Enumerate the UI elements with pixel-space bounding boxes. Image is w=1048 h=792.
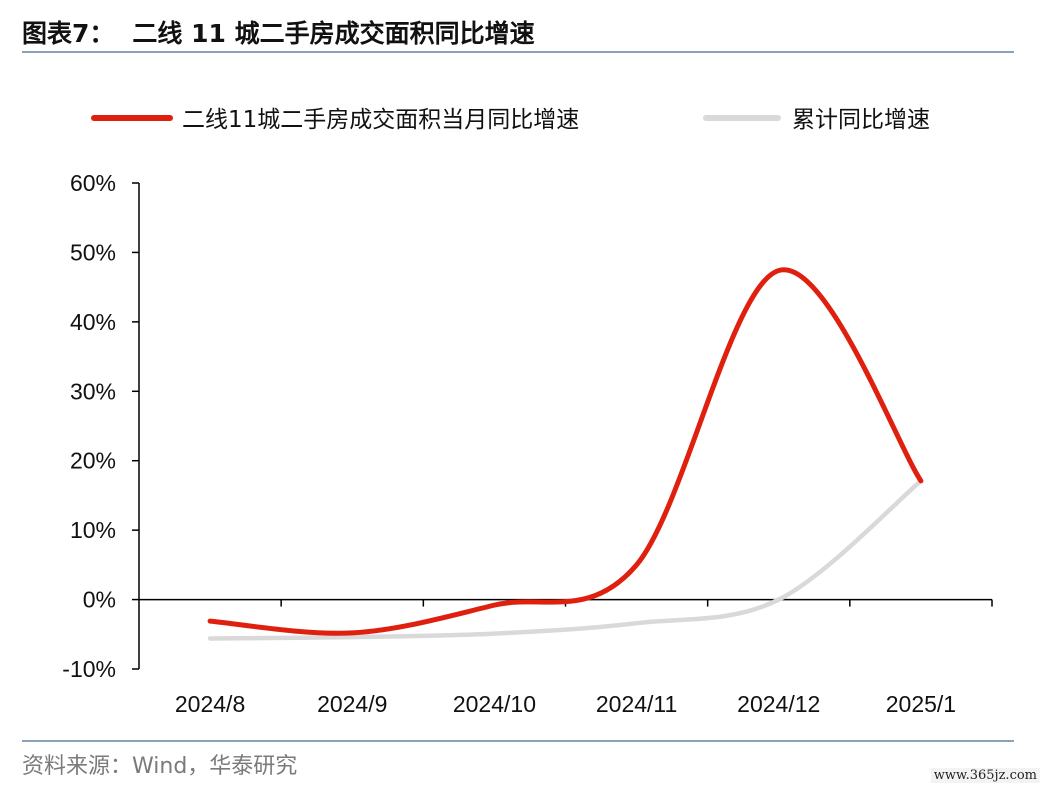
x-tick-label: 2024/11 xyxy=(596,691,677,717)
y-tick-label: 40% xyxy=(70,309,116,335)
series-line-monthly xyxy=(207,267,924,636)
x-tick-label: 2024/8 xyxy=(175,691,245,717)
x-tick-label: 2025/1 xyxy=(886,691,956,717)
y-tick-label: 30% xyxy=(70,378,116,404)
legend-item-cumulative-label: 累计同比增速 xyxy=(792,107,930,133)
legend-item-monthly-label: 二线11城二手房成交面积当月同比增速 xyxy=(182,107,579,133)
y-tick-label: 50% xyxy=(70,239,116,265)
series-line-cumulative xyxy=(207,478,924,641)
footer-divider xyxy=(22,740,1014,742)
y-tick-label: 20% xyxy=(70,448,116,474)
figure-title: 二线 11 城二手房成交面积同比增速 xyxy=(132,19,535,48)
y-tick-label: 10% xyxy=(70,517,116,543)
y-tick-label: 60% xyxy=(70,170,116,196)
y-tick-label: -10% xyxy=(62,656,116,682)
chart-title: 图表7： 二线 11 城二手房成交面积同比增速 xyxy=(22,14,535,50)
x-tick-label: 2024/10 xyxy=(453,691,536,717)
x-tick-label: 2024/12 xyxy=(737,691,820,717)
watermark: www.365jz.com xyxy=(930,768,1040,783)
title-divider xyxy=(22,51,1014,53)
chart-axes: -10% 0% 10% 20% 30% 40% 50% 60% 2024/8 2024/9 2024… xyxy=(62,170,993,717)
figure-number: 图表7： xyxy=(22,19,115,48)
legend: 二线11城二手房成交面积当月同比增速 累计同比增速 xyxy=(91,107,930,133)
source-note: 资料来源：Wind，华泰研究 xyxy=(22,754,298,779)
x-tick-label: 2024/9 xyxy=(317,691,387,717)
chart-series xyxy=(207,267,924,641)
y-tick-label: 0% xyxy=(83,587,116,613)
